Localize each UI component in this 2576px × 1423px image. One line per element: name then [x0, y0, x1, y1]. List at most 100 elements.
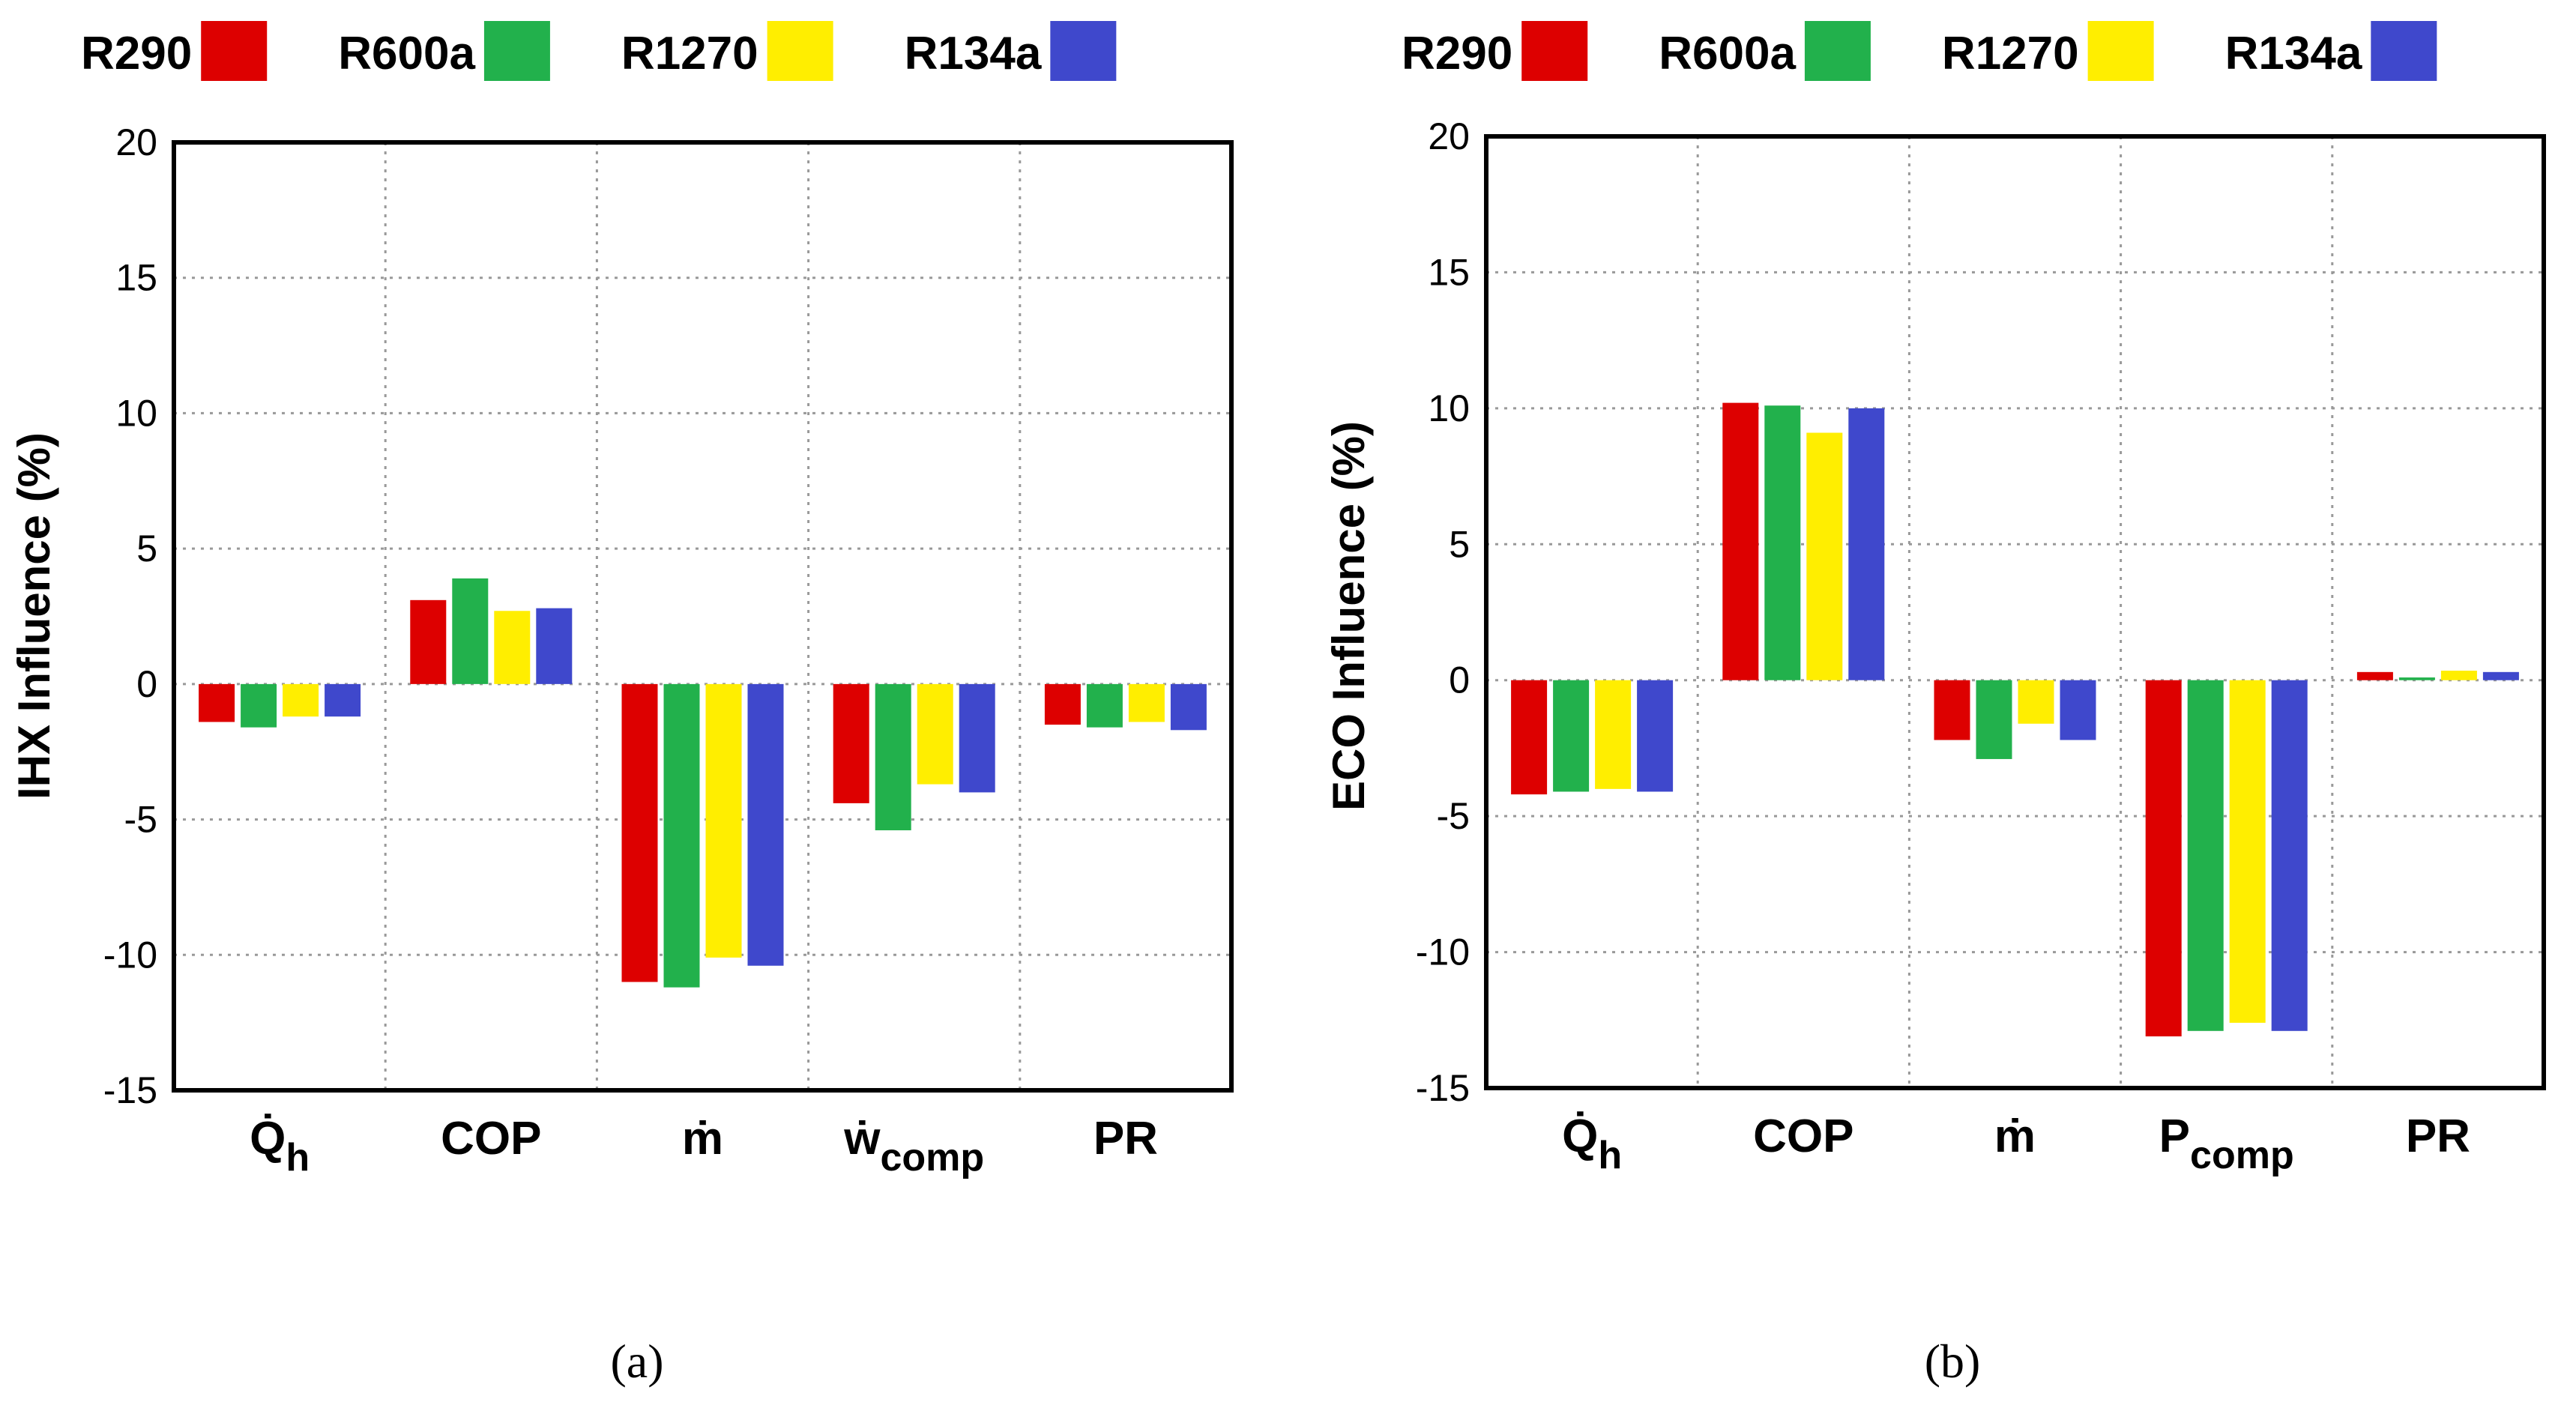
y-tick-label: 0: [1449, 659, 1470, 701]
bar-r1270-cat-4: [1128, 683, 1165, 722]
bar-r1270-cat-3: [2229, 680, 2266, 1023]
legend-label-r134a: R134a: [2225, 28, 2362, 79]
bar-r600a-cat-2: [663, 683, 700, 988]
legend-swatch-r290: [1521, 21, 1588, 81]
bar-r134a-cat-1: [1848, 408, 1885, 680]
panel-b-eco-chart: R290 R600a R1270 R134a Q̇h COP ṁ Pcomp PR -15 -10 -…: [1324, 21, 2546, 1388]
legend-swatch-r290: [201, 21, 268, 81]
y-tick-label: 20: [115, 121, 157, 163]
bar-r1270-cat-3: [917, 683, 953, 785]
y-tick-label: 0: [136, 663, 157, 705]
y-tick-label: -15: [103, 1069, 157, 1111]
bar-r290-cat-2: [621, 683, 658, 982]
y-tick-label: 15: [115, 257, 157, 299]
bar-r600a-cat-3: [875, 683, 911, 831]
x-tick-subscript: comp: [880, 1136, 984, 1179]
bar-r1270-cat-2: [2018, 680, 2054, 724]
bar-r290-cat-3: [2145, 680, 2182, 1037]
y-tick-label: 15: [1428, 251, 1470, 293]
y-tick-label: -10: [1416, 931, 1470, 973]
x-tick-main: Q̇: [1562, 1111, 1598, 1162]
y-tick-label: -5: [1437, 795, 1470, 837]
y-tick-label: 5: [1449, 523, 1470, 565]
bar-r1270-cat-2: [705, 683, 742, 958]
x-tick-label: ẇcomp: [843, 1113, 984, 1179]
bar-r134a-cat-1: [536, 608, 573, 684]
y-tick-label: 10: [1428, 387, 1470, 429]
legend-label-r1270: R1270: [1942, 28, 2079, 79]
x-tick-label: ṁ: [1994, 1111, 2036, 1162]
bar-r1270-cat-0: [1595, 680, 1632, 789]
bar-r290-cat-0: [1511, 680, 1548, 795]
y-tick-label: 20: [1428, 115, 1470, 157]
bar-r134a-cat-2: [2060, 680, 2096, 740]
y-tick-label: -15: [1416, 1067, 1470, 1109]
bar-r600a-cat-0: [241, 683, 277, 728]
plot-area-frame: [172, 140, 1234, 1093]
y-tick-label: 5: [136, 528, 157, 569]
bar-r290-cat-4: [1044, 683, 1081, 725]
x-tick-main: P: [2159, 1111, 2190, 1162]
x-tick-label: PR: [2406, 1111, 2470, 1162]
y-axis-title: ECO Influence (%): [1324, 421, 1374, 811]
bar-r1270-cat-1: [494, 611, 531, 684]
legend-swatch-r134a: [1050, 21, 1117, 81]
bar-r290-cat-3: [833, 683, 869, 803]
legend-swatch-r1270: [2087, 21, 2154, 81]
bar-r600a-cat-3: [2187, 680, 2224, 1031]
legend-label-r1270: R1270: [621, 28, 758, 79]
bar-r1270-cat-0: [283, 683, 319, 717]
legend-swatch-r134a: [2371, 21, 2437, 81]
bar-r134a-cat-3: [959, 683, 995, 793]
plot-area-frame: [1484, 134, 2546, 1090]
x-tick-label: Q̇h: [250, 1113, 310, 1179]
bar-r134a-cat-2: [747, 683, 784, 966]
bar-r134a-cat-0: [1637, 680, 1674, 792]
bar-r134a-cat-4: [1170, 683, 1207, 731]
x-tick-main: PR: [1094, 1113, 1158, 1164]
x-tick-main: ṁ: [1994, 1111, 2036, 1162]
y-tick-label: -5: [124, 799, 157, 841]
x-tick-subscript: h: [1598, 1134, 1622, 1177]
x-tick-main: ṁ: [682, 1113, 723, 1164]
x-tick-main: Q̇: [250, 1113, 286, 1164]
legend-label-r600a: R600a: [338, 28, 475, 79]
legend-swatch-r600a: [1804, 21, 1871, 81]
bar-r134a-cat-4: [2482, 671, 2519, 680]
bar-r600a-cat-2: [1976, 680, 2012, 759]
bar-r600a-cat-1: [1764, 405, 1801, 680]
x-tick-subscript: h: [286, 1136, 310, 1179]
legend-label-r134a: R134a: [905, 28, 1042, 79]
bar-r134a-cat-0: [325, 683, 361, 717]
x-tick-label: COP: [441, 1113, 541, 1164]
panel-caption: (b): [1925, 1335, 1981, 1388]
x-tick-subscript: comp: [2190, 1134, 2294, 1177]
y-axis-title: IHX Influence (%): [9, 432, 59, 800]
y-tick-label: -10: [103, 934, 157, 976]
x-tick-main: PR: [2406, 1111, 2470, 1162]
legend-swatch-r600a: [483, 21, 550, 81]
bar-r290-cat-4: [2356, 671, 2393, 680]
bar-r290-cat-1: [1722, 402, 1759, 680]
panel-caption: (a): [610, 1335, 663, 1388]
y-tick-label: 10: [115, 392, 157, 434]
x-tick-label: COP: [1753, 1111, 1853, 1162]
bar-r600a-cat-4: [1086, 683, 1123, 728]
legend-label-r290: R290: [81, 28, 192, 79]
bar-r600a-cat-4: [2398, 677, 2435, 680]
x-tick-main: COP: [441, 1113, 541, 1164]
x-tick-label: PR: [1094, 1113, 1158, 1164]
bar-r1270-cat-1: [1806, 432, 1843, 680]
bar-r600a-cat-1: [452, 578, 489, 684]
x-tick-main: ẇ: [843, 1113, 881, 1164]
bar-r600a-cat-0: [1553, 680, 1590, 792]
legend-label-r600a: R600a: [1659, 28, 1796, 79]
bar-r290-cat-2: [1934, 680, 1970, 740]
x-tick-label: Q̇h: [1562, 1111, 1622, 1177]
bar-r290-cat-1: [410, 599, 447, 684]
x-tick-label: ṁ: [682, 1113, 723, 1164]
legend-label-r290: R290: [1402, 28, 1512, 79]
bar-r290-cat-0: [199, 683, 235, 722]
bar-r134a-cat-3: [2271, 680, 2308, 1031]
